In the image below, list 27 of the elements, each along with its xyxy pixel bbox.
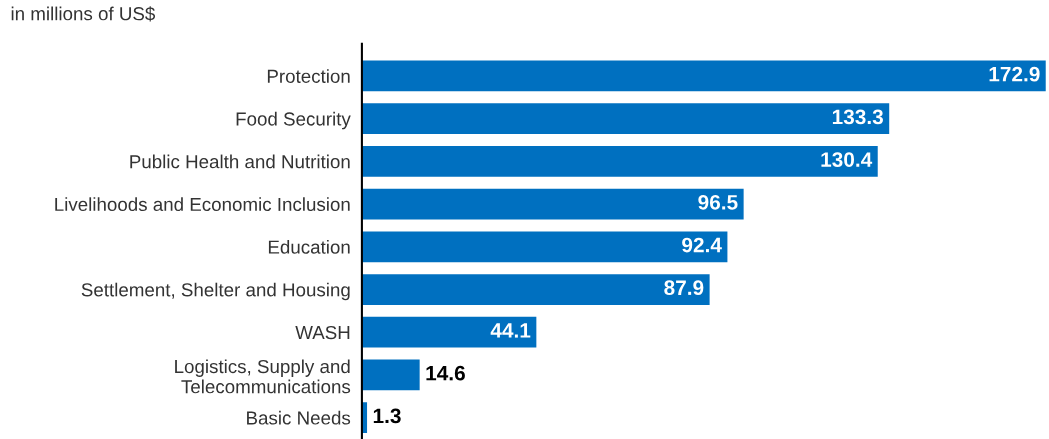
bar bbox=[361, 316, 537, 348]
data-label: 44.1 bbox=[490, 323, 531, 338]
data-label: 133.3 bbox=[832, 109, 883, 125]
text: in millions of US$ bbox=[11, 6, 156, 22]
data-label: 87.9 bbox=[664, 280, 704, 296]
y-tick-label: WASH bbox=[295, 325, 350, 340]
data-label: 14.6 bbox=[426, 365, 465, 381]
data-label: 130.4 bbox=[821, 152, 873, 167]
bar bbox=[361, 231, 728, 263]
data-label: 92.4 bbox=[682, 237, 722, 253]
y-tick-label: Logistics, Supply and Telecommunications bbox=[175, 359, 351, 394]
bar bbox=[361, 103, 890, 135]
y-tick-label: Basic Needs bbox=[247, 410, 351, 425]
data-label: 1.3 bbox=[373, 408, 401, 424]
bar bbox=[361, 145, 878, 177]
y-tick-label: Food Security bbox=[236, 111, 351, 130]
y-tick-label: Protection bbox=[267, 69, 350, 83]
bar bbox=[361, 188, 744, 220]
bar bbox=[361, 274, 710, 305]
y-tick-label: Settlement, Shelter and Housing bbox=[81, 282, 350, 301]
data-label: 172.9 bbox=[989, 66, 1040, 82]
y-tick-label: Livelihoods and Economic Inclusion bbox=[55, 197, 350, 212]
y-tick-label: Public Health and Nutrition bbox=[130, 154, 350, 169]
data-label: 96.5 bbox=[698, 194, 738, 210]
y-tick-label: Education bbox=[268, 240, 350, 254]
bar bbox=[361, 60, 1046, 92]
bar bbox=[361, 359, 420, 391]
